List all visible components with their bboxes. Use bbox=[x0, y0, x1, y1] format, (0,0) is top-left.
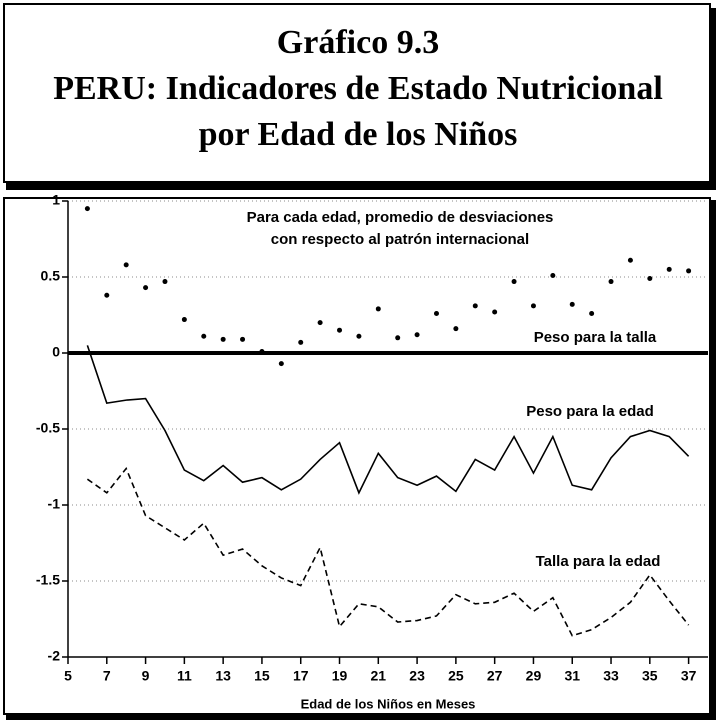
data-point bbox=[608, 279, 614, 285]
chart-shadow bbox=[710, 200, 716, 720]
y-tick-label: -1 bbox=[48, 496, 61, 512]
x-axis-label: Edad de los Niños en Meses bbox=[301, 696, 476, 711]
data-point bbox=[123, 262, 129, 268]
y-tick-label: 0.5 bbox=[41, 268, 61, 284]
data-point bbox=[356, 333, 362, 339]
data-point bbox=[240, 336, 246, 342]
y-tick-label: 1 bbox=[52, 192, 60, 208]
series-label: Peso para la talla bbox=[534, 329, 657, 346]
data-point bbox=[453, 326, 459, 332]
series-label: Talla para la edad bbox=[536, 553, 661, 570]
x-tick-label: 17 bbox=[293, 668, 309, 684]
x-tick-label: 27 bbox=[487, 668, 503, 684]
x-tick-label: 37 bbox=[681, 668, 697, 684]
data-point bbox=[472, 303, 478, 309]
x-tick-label: 35 bbox=[642, 668, 658, 684]
series-line bbox=[86, 345, 690, 495]
data-point bbox=[647, 276, 653, 282]
x-tick-label: 15 bbox=[254, 668, 270, 684]
data-point bbox=[414, 332, 420, 338]
data-point bbox=[104, 292, 110, 298]
data-point bbox=[181, 317, 187, 323]
chart-shadow bbox=[6, 714, 716, 720]
chart-box bbox=[3, 197, 711, 715]
x-tick-label: 31 bbox=[564, 668, 580, 684]
data-point bbox=[395, 335, 401, 341]
title-shadow bbox=[710, 8, 716, 190]
x-tick-label: 19 bbox=[332, 668, 348, 684]
chart-title: por Edad de los Niños bbox=[199, 116, 518, 153]
data-point bbox=[337, 327, 343, 333]
x-tick-label: 11 bbox=[177, 668, 192, 684]
annotation: Para cada edad, promedio de desviaciones bbox=[247, 209, 554, 226]
title-shadow bbox=[6, 182, 716, 190]
data-point bbox=[511, 279, 517, 285]
x-tick-label: 23 bbox=[409, 668, 425, 684]
data-point bbox=[201, 333, 207, 339]
annotation: con respecto al patrón internacional bbox=[271, 231, 529, 248]
data-point bbox=[589, 310, 595, 316]
x-tick-label: 21 bbox=[371, 668, 387, 684]
x-tick-label: 25 bbox=[448, 668, 464, 684]
data-point bbox=[666, 266, 672, 272]
data-point bbox=[278, 361, 284, 367]
data-point bbox=[686, 268, 692, 274]
x-tick-label: 29 bbox=[526, 668, 542, 684]
x-tick-label: 13 bbox=[215, 668, 231, 684]
x-tick-label: 9 bbox=[142, 668, 150, 684]
y-tick-label: 0 bbox=[52, 344, 60, 360]
data-point bbox=[162, 279, 168, 285]
data-point bbox=[259, 348, 265, 354]
y-tick-label: -0.5 bbox=[36, 420, 60, 436]
data-point bbox=[143, 285, 149, 291]
data-point bbox=[433, 310, 439, 316]
chart-title: Gráfico 9.3 bbox=[277, 24, 439, 61]
x-tick-label: 5 bbox=[64, 668, 72, 684]
data-point bbox=[298, 339, 304, 345]
chart-title: PERU: Indicadores de Estado Nutricional bbox=[53, 70, 663, 107]
data-point bbox=[627, 257, 633, 263]
data-point bbox=[220, 336, 226, 342]
data-point bbox=[84, 206, 90, 212]
data-point bbox=[492, 309, 498, 315]
y-tick-label: -2 bbox=[48, 648, 61, 664]
series-label: Peso para la edad bbox=[526, 403, 654, 420]
data-point bbox=[550, 272, 556, 278]
x-tick-label: 7 bbox=[103, 668, 111, 684]
series-line bbox=[86, 466, 690, 637]
y-tick-label: -1.5 bbox=[36, 572, 60, 588]
data-point bbox=[375, 306, 381, 312]
data-point bbox=[317, 320, 323, 326]
data-point bbox=[569, 301, 575, 307]
data-point bbox=[530, 303, 536, 309]
x-tick-label: 33 bbox=[603, 668, 619, 684]
